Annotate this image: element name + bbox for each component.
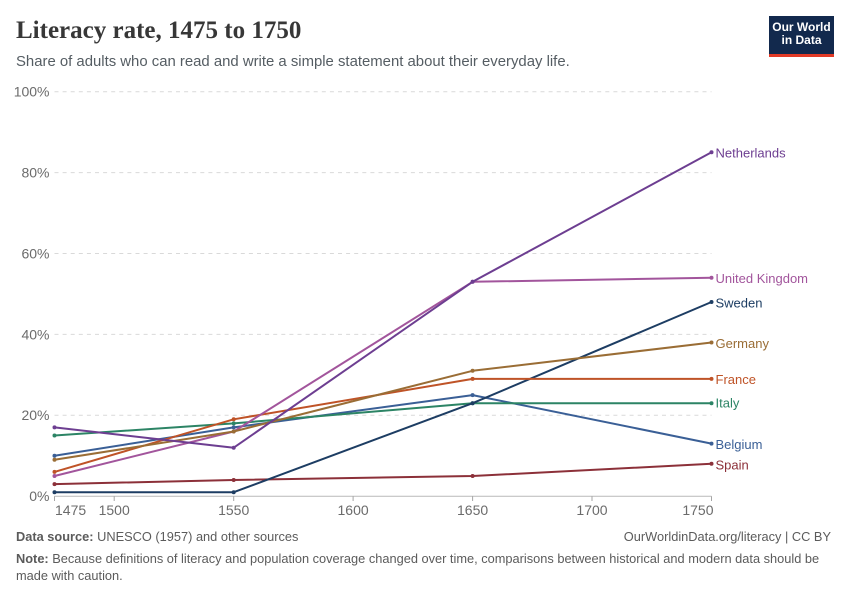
svg-text:1500: 1500 (99, 502, 130, 518)
svg-text:1475: 1475 (55, 502, 86, 518)
svg-text:1700: 1700 (576, 502, 607, 518)
svg-text:United Kingdom: United Kingdom (716, 271, 809, 286)
svg-text:1550: 1550 (218, 502, 249, 518)
svg-text:0%: 0% (29, 488, 49, 504)
svg-text:60%: 60% (21, 245, 49, 261)
svg-text:Belgium: Belgium (716, 437, 763, 452)
svg-text:France: France (716, 372, 756, 387)
svg-text:1750: 1750 (682, 502, 713, 518)
svg-text:40%: 40% (21, 326, 49, 342)
svg-text:Germany: Germany (716, 336, 770, 351)
svg-text:1650: 1650 (457, 502, 488, 518)
svg-text:Italy: Italy (716, 396, 740, 411)
svg-text:1600: 1600 (338, 502, 369, 518)
svg-text:80%: 80% (21, 165, 49, 181)
svg-text:Sweden: Sweden (716, 296, 763, 311)
svg-text:Spain: Spain (716, 458, 749, 473)
svg-text:20%: 20% (21, 407, 49, 423)
svg-text:100%: 100% (14, 84, 50, 100)
svg-text:Netherlands: Netherlands (716, 146, 787, 161)
